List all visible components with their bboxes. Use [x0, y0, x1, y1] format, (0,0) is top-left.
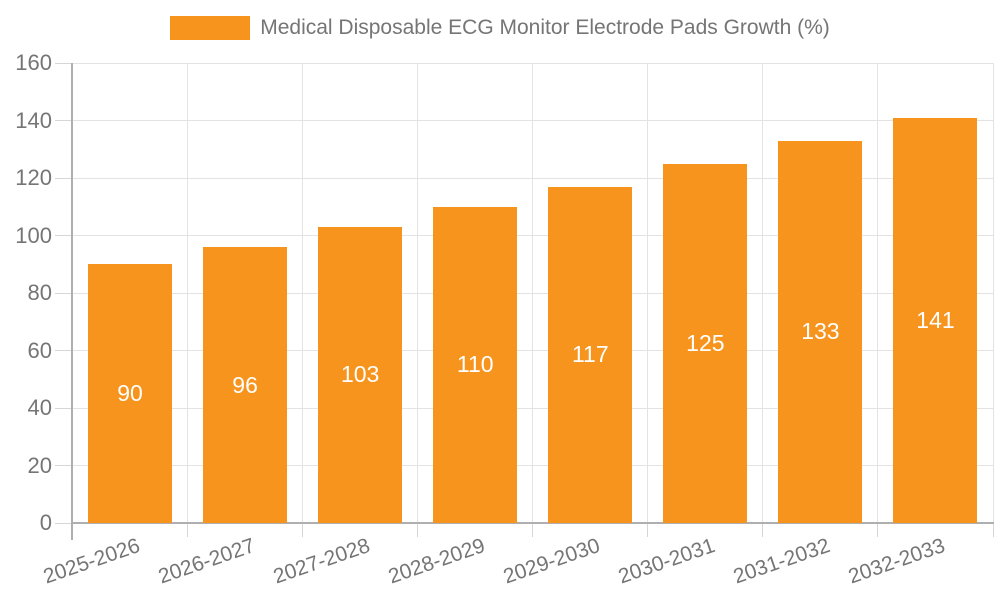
- bar-value-label: 103: [340, 361, 380, 388]
- x-axis-tick: [417, 523, 419, 537]
- y-axis-label: 80: [27, 280, 52, 305]
- x-axis-tick: [762, 523, 764, 537]
- bar-value-label: 96: [232, 371, 258, 398]
- x-gridline: [647, 63, 649, 523]
- y-axis-tick: [55, 407, 73, 409]
- x-axis-label: 2028-2029: [385, 534, 488, 589]
- bar-2025-2026[interactable]: 90: [88, 264, 173, 523]
- x-axis-label: 2027-2028: [270, 534, 373, 589]
- x-axis-label: 2030-2031: [615, 534, 718, 589]
- y-axis-tick: [55, 350, 73, 351]
- x-axis-label: 2032-2033: [845, 534, 948, 589]
- bar-value-label: 90: [117, 380, 143, 407]
- y-axis-tick: [55, 120, 73, 121]
- bar-value-label: 133: [801, 318, 840, 345]
- bar-value-label: 117: [571, 341, 609, 368]
- x-axis-label: 2029-2030: [500, 534, 603, 589]
- y-axis-tick: [55, 177, 73, 179]
- bar-value-label: 141: [916, 306, 955, 333]
- bar-2027-2028[interactable]: 103: [318, 226, 403, 523]
- x-axis-tick: [877, 523, 879, 537]
- y-axis-line: [71, 63, 73, 540]
- y-axis-label: 20: [27, 452, 52, 478]
- x-gridline: [187, 63, 189, 523]
- y-axis-label: 140: [15, 107, 52, 133]
- y-axis-label: 100: [15, 222, 52, 248]
- x-gridline: [532, 63, 534, 523]
- y-axis-label: 0: [39, 510, 52, 535]
- bar-value-label: 125: [686, 329, 725, 356]
- x-gridline: [762, 63, 764, 523]
- y-axis-tick: [55, 465, 73, 466]
- x-gridline: [302, 63, 304, 523]
- legend-label: Medical Disposable ECG Monitor Electrode…: [260, 16, 830, 39]
- x-gridline: [992, 63, 994, 523]
- x-axis-tick: [647, 523, 649, 537]
- x-gridline: [877, 63, 879, 523]
- y-axis-tick: [55, 292, 73, 294]
- y-axis-tick: [55, 235, 73, 236]
- legend-swatch: [170, 16, 251, 40]
- bar-2026-2027[interactable]: 96: [203, 247, 288, 523]
- y-axis-label: 40: [27, 395, 52, 420]
- x-axis-label: 2025-2026: [40, 534, 143, 589]
- bar-2028-2029[interactable]: 110: [433, 206, 518, 523]
- y-axis-label: 120: [15, 165, 52, 190]
- bar-value-label: 110: [456, 351, 494, 378]
- y-axis-label: 60: [27, 337, 52, 363]
- x-axis-label: 2031-2032: [730, 534, 833, 589]
- x-axis-tick: [302, 523, 304, 537]
- bar-2032-2033[interactable]: 141: [893, 117, 978, 523]
- x-axis-label: 2026-2027: [155, 534, 258, 589]
- chart-legend[interactable]: Medical Disposable ECG Monitor Electrode…: [0, 16, 1000, 40]
- y-axis-tick: [55, 522, 73, 524]
- x-axis-tick: [532, 523, 534, 537]
- x-axis-line: [71, 522, 994, 524]
- bar-2030-2031[interactable]: 125: [663, 163, 748, 523]
- x-axis-tick: [187, 523, 189, 537]
- y-axis-label: 160: [15, 50, 52, 75]
- x-axis-tick: [992, 523, 994, 537]
- y-axis-tick: [55, 62, 73, 64]
- bar-2031-2032[interactable]: 133: [778, 140, 863, 523]
- bar-2029-2030[interactable]: 117: [548, 186, 633, 523]
- x-gridline: [417, 63, 419, 523]
